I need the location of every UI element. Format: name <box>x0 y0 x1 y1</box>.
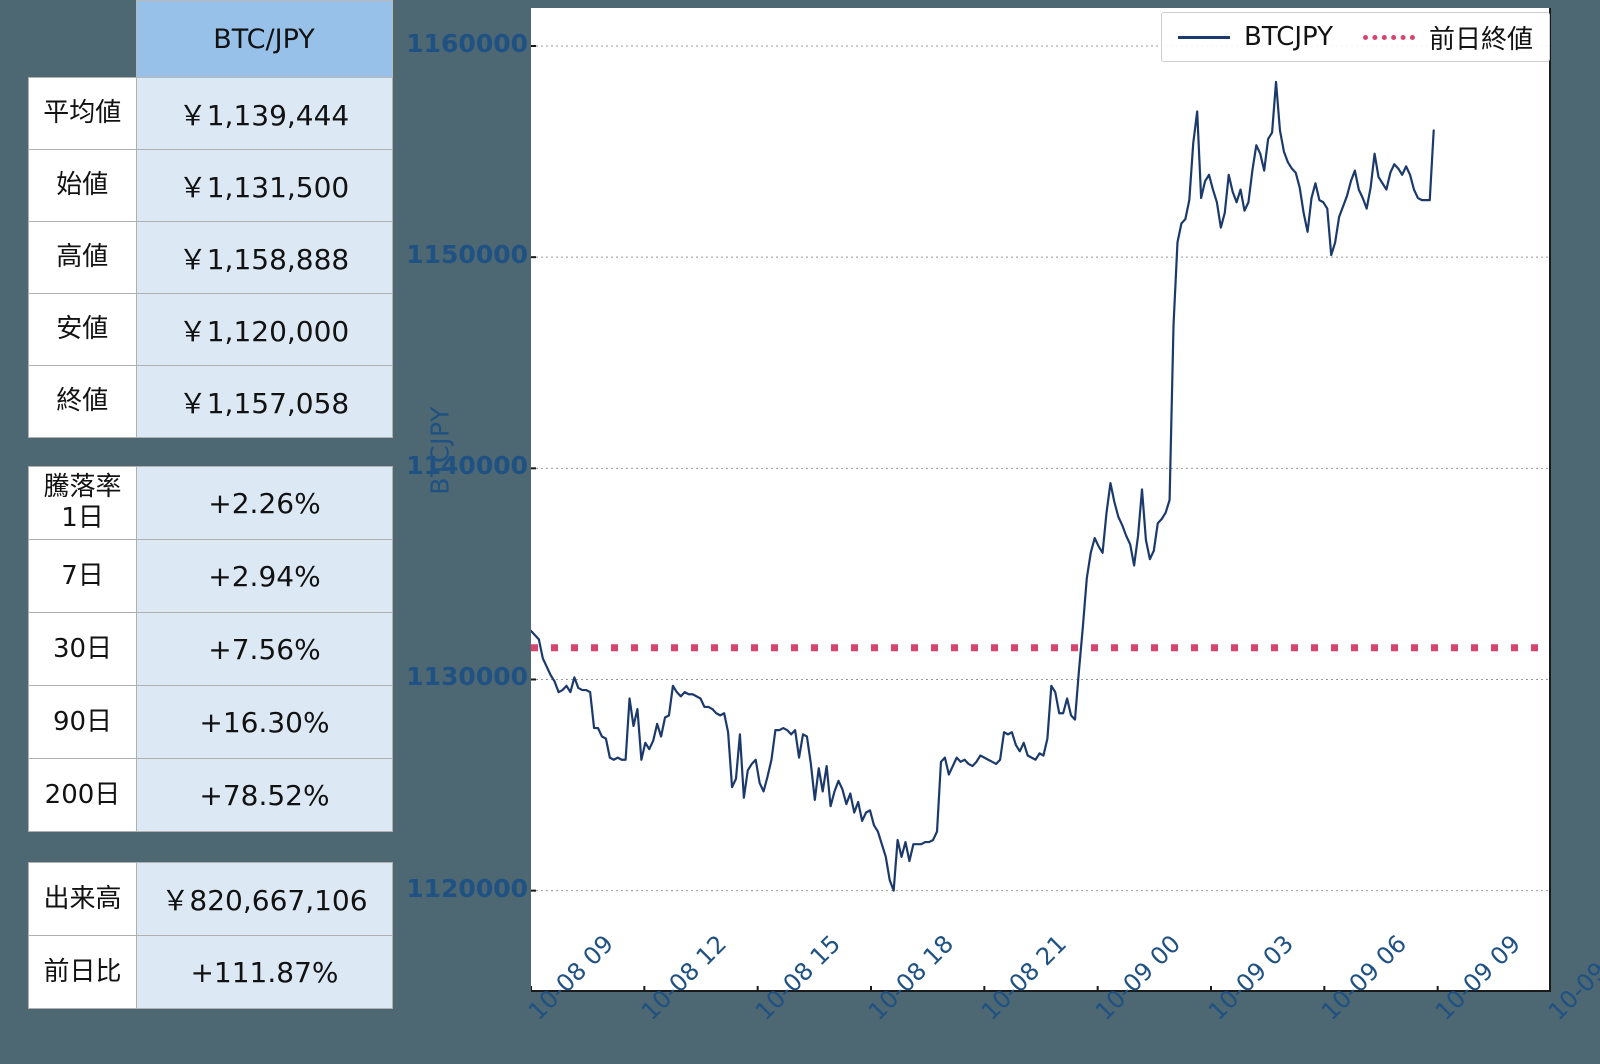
table-header-row: BTC/JPY <box>29 0 393 78</box>
y-tick-label: 1130000 <box>406 662 528 692</box>
y-axis-ticks: 1120000 1130000 1140000 1150000 1160000 <box>390 0 528 992</box>
table-row: 始値 ￥1,131,500 <box>28 149 393 222</box>
legend-label-btcjpy: BTCJPY <box>1244 22 1334 52</box>
table-row: 90日 +16.30% <box>28 685 393 759</box>
row-value-volume-change: +111.87% <box>136 935 393 1009</box>
table-row: 終値 ￥1,157,058 <box>28 365 393 438</box>
row-label-change-7d: 7日 <box>28 539 137 613</box>
row-label-open: 始値 <box>28 149 137 222</box>
change-rate-period: 1日 <box>61 503 104 533</box>
header-blank-cell <box>29 1 137 78</box>
y-tick-label: 1160000 <box>406 29 528 58</box>
x-tick-marks <box>531 986 1551 992</box>
plot-svg <box>531 45 1551 992</box>
table-row: 7日 +2.94% <box>28 539 393 613</box>
row-value-open: ￥1,131,500 <box>135 149 393 222</box>
change-rate-table: 騰落率 1日 +2.26% 7日 +2.94% 30日 +7.56% 90日 +1… <box>28 466 393 832</box>
volume-table: 出来高 ￥820,667,106 前日比 +111.87% <box>28 862 393 1009</box>
legend-label-previous-close: 前日終値 <box>1429 24 1534 55</box>
table-row: 騰落率 1日 +2.26% <box>28 466 393 540</box>
x-axis-ticks: 10-08 09 10-08 12 10-08 15 10-08 18 10-08 21… <box>523 930 1600 1064</box>
y-tick-label: 1140000 <box>406 451 528 481</box>
header-pair-title: BTC/JPY <box>135 0 393 78</box>
row-value-high: ￥1,158,888 <box>135 221 393 294</box>
legend-item-previous-close: 前日終値 <box>1363 19 1533 56</box>
table-row: 安値 ￥1,120,000 <box>28 293 393 366</box>
row-label-change-1d: 騰落率 1日 <box>28 466 137 540</box>
row-label-change-90d: 90日 <box>28 685 137 759</box>
chart-legend: BTCJPY 前日終値 <box>1161 12 1551 62</box>
row-label-average: 平均値 <box>28 77 137 150</box>
row-value-change-1d: +2.26% <box>136 466 393 540</box>
row-value-change-90d: +16.30% <box>136 685 393 759</box>
row-value-change-7d: +2.94% <box>136 539 393 613</box>
table-row: 前日比 +111.87% <box>28 935 393 1009</box>
price-summary-table: BTC/JPY 平均値 ￥1,139,444 始値 ￥1,131,500 高値 … <box>28 0 393 438</box>
row-label-change-30d: 30日 <box>28 612 137 686</box>
row-value-average: ￥1,139,444 <box>135 77 393 150</box>
change-rate-caption: 騰落率 <box>43 472 122 503</box>
row-value-volume: ￥820,667,106 <box>136 862 393 936</box>
solid-line-icon <box>1178 35 1230 39</box>
btcjpy-series-line <box>531 80 1435 892</box>
x-tick-label: 10-09 12 <box>1543 929 1600 1026</box>
row-label-high: 高値 <box>28 221 137 294</box>
row-label-change-200d: 200日 <box>28 758 137 832</box>
table-row: 出来高 ￥820,667,106 <box>28 862 393 936</box>
table-row: 高値 ￥1,158,888 <box>28 221 393 294</box>
y-tick-label: 1150000 <box>406 240 528 270</box>
row-value-change-30d: +7.56% <box>136 612 393 686</box>
plot-area <box>531 8 1551 992</box>
dotted-line-icon <box>1363 34 1416 40</box>
table-row: 30日 +7.56% <box>28 612 393 686</box>
row-label-volume-change: 前日比 <box>28 935 137 1009</box>
row-value-change-200d: +78.52% <box>136 758 393 832</box>
table-row: 200日 +78.52% <box>28 758 393 832</box>
row-label-close: 終値 <box>28 365 137 438</box>
table-row: 平均値 ￥1,139,444 <box>28 77 393 150</box>
row-value-low: ￥1,120,000 <box>135 293 393 366</box>
price-chart: BTCJPY 1120000 1130000 1140000 1150000 11600… <box>390 0 1600 1064</box>
row-label-volume: 出来高 <box>28 862 137 936</box>
gridlines <box>531 45 1551 892</box>
row-value-close: ￥1,157,058 <box>135 365 393 438</box>
row-label-low: 安値 <box>28 293 137 366</box>
y-tick-label: 1120000 <box>406 873 528 903</box>
legend-item-btcjpy: BTCJPY <box>1178 22 1333 52</box>
